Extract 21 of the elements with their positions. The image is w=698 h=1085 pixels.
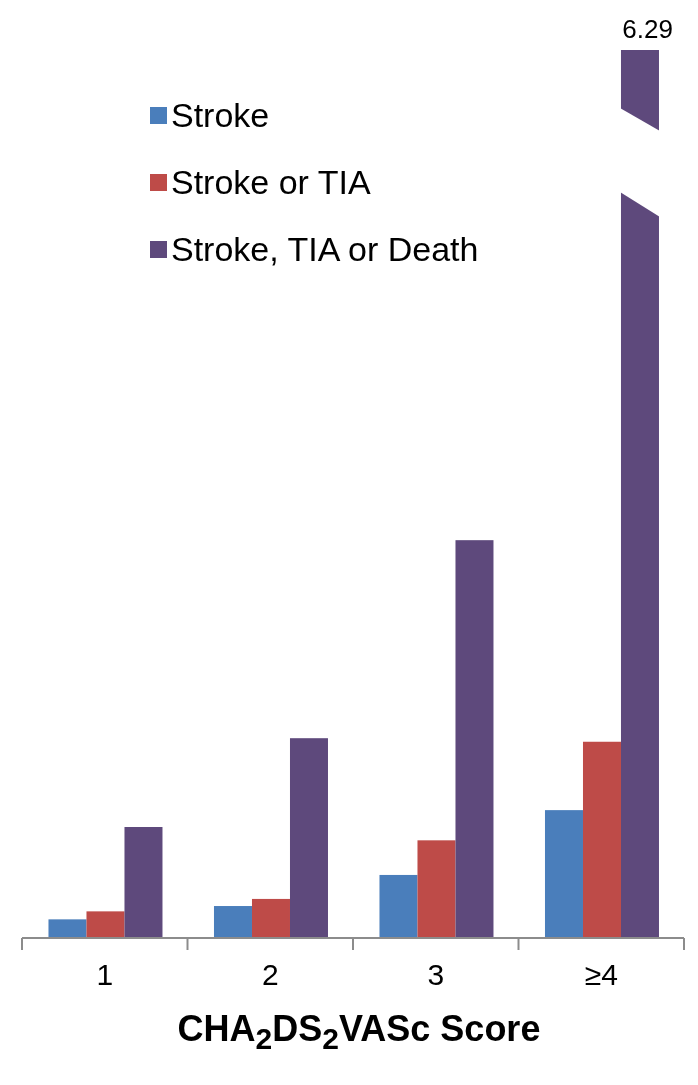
x-axis-title: CHA$_{2}$DS$_{2}$VASc Score <box>176 1008 542 1057</box>
bar <box>417 840 456 938</box>
bar <box>124 827 163 938</box>
bar <box>379 874 418 938</box>
bar <box>251 898 290 938</box>
x-tick-label: 3 <box>427 958 445 992</box>
bar <box>48 919 87 938</box>
bar <box>213 906 252 938</box>
x-tick-label: 2 <box>261 958 279 992</box>
legend-label: Stroke or TIA <box>171 163 371 202</box>
bar <box>582 741 621 938</box>
bar <box>620 50 659 938</box>
bar <box>86 911 125 938</box>
x-tick-label: ≥4 <box>584 958 618 992</box>
legend-label: Stroke <box>171 96 270 135</box>
bar <box>544 810 583 938</box>
bar <box>289 738 328 938</box>
text: 6.29 <box>622 14 673 44</box>
bar <box>455 540 494 938</box>
legend-label: Stroke, TIA or Death <box>171 230 479 269</box>
x-tick-label: 1 <box>96 958 114 992</box>
